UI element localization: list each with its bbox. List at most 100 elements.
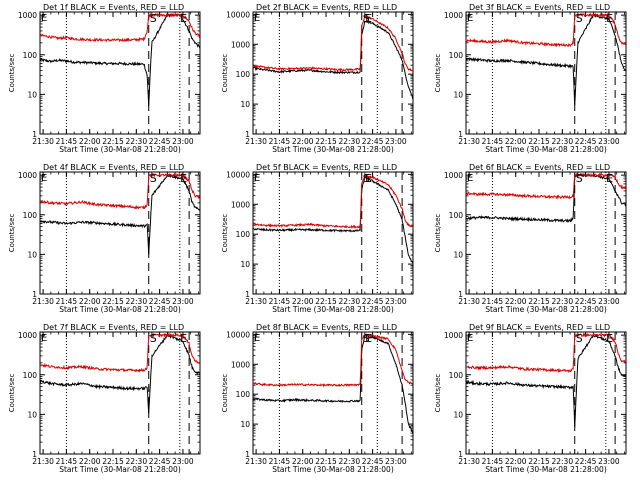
end-marker-label-left: E xyxy=(41,13,47,24)
x-tick-label: 22:30 xyxy=(338,137,360,146)
x-tick-label: 22:15 xyxy=(315,457,337,466)
x-tick-label: 21:30 xyxy=(245,457,267,466)
events-series-line xyxy=(466,172,627,223)
y-axis-label: Counts/sec xyxy=(434,374,442,413)
end-marker-label: E xyxy=(365,12,372,25)
end-marker-label-left: E xyxy=(41,173,47,184)
x-tick-label: 22:45 xyxy=(575,457,597,466)
x-tick-label: 22:30 xyxy=(125,457,147,466)
x-tick-label: 21:30 xyxy=(32,457,54,466)
y-tick-label: 1000 xyxy=(231,40,250,49)
y-axis-label: Counts/sec xyxy=(8,54,16,93)
x-tick-label: 22:15 xyxy=(528,457,550,466)
x-tick-label: 22:15 xyxy=(102,457,124,466)
y-tick-label: 1 xyxy=(32,290,37,299)
y-tick-label: 100 xyxy=(23,211,38,220)
x-tick-label: 22:45 xyxy=(362,137,384,146)
chart-title: Det 8f BLACK = Events, RED = LLD xyxy=(256,323,397,332)
chart-title: Det 7f BLACK = Events, RED = LLD xyxy=(43,323,184,332)
end-marker-label-left: E xyxy=(254,173,260,184)
events-series-line xyxy=(39,332,201,414)
end-marker-label: E xyxy=(606,12,613,25)
x-axis-label: Start Time (30-Mar-08 21:28:00) xyxy=(272,465,394,474)
y-tick-label: 1 xyxy=(245,130,250,139)
x-tick-label: 22:15 xyxy=(102,297,124,306)
y-axis-label: Counts/sec xyxy=(8,374,16,413)
x-tick-label: 21:30 xyxy=(245,297,267,306)
x-tick-label: 22:15 xyxy=(315,137,337,146)
x-tick-label: 21:45 xyxy=(56,297,78,306)
y-axis-label: Counts/sec xyxy=(8,214,16,253)
y-tick-label: 1000 xyxy=(18,11,37,20)
end-marker-label-left: E xyxy=(254,333,260,344)
y-axis-label: Counts/sec xyxy=(434,214,442,253)
events-series-line xyxy=(465,13,627,106)
x-tick-label: 22:00 xyxy=(79,137,101,146)
y-tick-label: 1000 xyxy=(231,200,250,209)
y-tick-label: 1000 xyxy=(231,360,250,369)
y-tick-label: 10000 xyxy=(226,330,250,339)
y-tick-label: 1000 xyxy=(444,11,463,20)
plot-frame xyxy=(465,11,627,135)
x-tick-label: 22:30 xyxy=(551,457,573,466)
x-tick-label: 22:00 xyxy=(505,457,527,466)
lld-series-line xyxy=(39,12,201,43)
plot-frame xyxy=(465,171,627,295)
y-tick-label: 1 xyxy=(458,130,463,139)
chart-title: Det 5f BLACK = Events, RED = LLD xyxy=(256,163,397,172)
y-tick-label: 10 xyxy=(240,260,250,269)
plot-frame xyxy=(39,171,201,295)
y-tick-label: 1000 xyxy=(444,331,463,340)
y-tick-label: 100 xyxy=(23,51,38,60)
x-tick-label: 23:00 xyxy=(385,297,407,306)
x-tick-label: 21:45 xyxy=(269,137,291,146)
y-tick-label: 10000 xyxy=(226,170,250,179)
chart-panel-3: Det 3f BLACK = Events, RED = LLD 1 10 100 10… xyxy=(434,3,627,154)
x-tick-label: 22:30 xyxy=(551,137,573,146)
y-tick-label: 100 xyxy=(449,51,464,60)
x-axis-label: Start Time (30-Mar-08 21:28:00) xyxy=(485,465,607,474)
y-tick-label: 1000 xyxy=(18,331,37,340)
start-marker-label: S xyxy=(363,332,370,345)
start-marker-label: S xyxy=(150,12,157,25)
chart-title: Det 9f BLACK = Events, RED = LLD xyxy=(469,323,610,332)
x-tick-label: 22:15 xyxy=(315,297,337,306)
x-tick-label: 21:30 xyxy=(458,297,480,306)
x-tick-label: 22:30 xyxy=(338,297,360,306)
x-tick-label: 22:00 xyxy=(505,137,527,146)
x-tick-label: 21:30 xyxy=(458,457,480,466)
x-tick-label: 21:30 xyxy=(32,137,54,146)
y-tick-label: 10 xyxy=(453,410,463,419)
x-tick-label: 21:30 xyxy=(245,137,267,146)
y-tick-label: 100 xyxy=(449,211,464,220)
lld-series-line xyxy=(39,332,201,373)
start-marker-label: S xyxy=(576,12,583,25)
chart-title: Det 2f BLACK = Events, RED = LLD xyxy=(256,3,397,12)
y-tick-label: 10 xyxy=(453,250,463,259)
end-marker-label: E xyxy=(180,12,187,25)
x-tick-label: 21:45 xyxy=(269,297,291,306)
start-marker-label: S xyxy=(150,332,157,345)
x-axis-label: Start Time (30-Mar-08 21:28:00) xyxy=(485,145,607,154)
end-marker-label-left: E xyxy=(467,333,473,344)
start-marker-label: S xyxy=(363,12,370,25)
plot-frame xyxy=(252,171,414,295)
lld-series-line xyxy=(465,172,627,200)
x-tick-label: 21:45 xyxy=(482,457,504,466)
lld-series-line xyxy=(252,333,413,388)
plot-frame xyxy=(252,331,414,455)
x-tick-label: 22:00 xyxy=(292,137,314,146)
end-marker-label-left: E xyxy=(467,173,473,184)
x-axis-label: Start Time (30-Mar-08 21:28:00) xyxy=(59,305,181,314)
x-tick-label: 21:30 xyxy=(458,137,480,146)
x-tick-label: 22:00 xyxy=(79,297,101,306)
chart-title: Det 4f BLACK = Events, RED = LLD xyxy=(43,163,184,172)
lld-series-line xyxy=(465,332,627,374)
start-marker-label: S xyxy=(576,172,583,185)
chart-title: Det 3f BLACK = Events, RED = LLD xyxy=(469,3,610,12)
y-tick-label: 1 xyxy=(32,130,37,139)
x-tick-label: 23:00 xyxy=(385,457,407,466)
y-tick-label: 1000 xyxy=(18,171,37,180)
end-marker-label: E xyxy=(365,332,372,345)
